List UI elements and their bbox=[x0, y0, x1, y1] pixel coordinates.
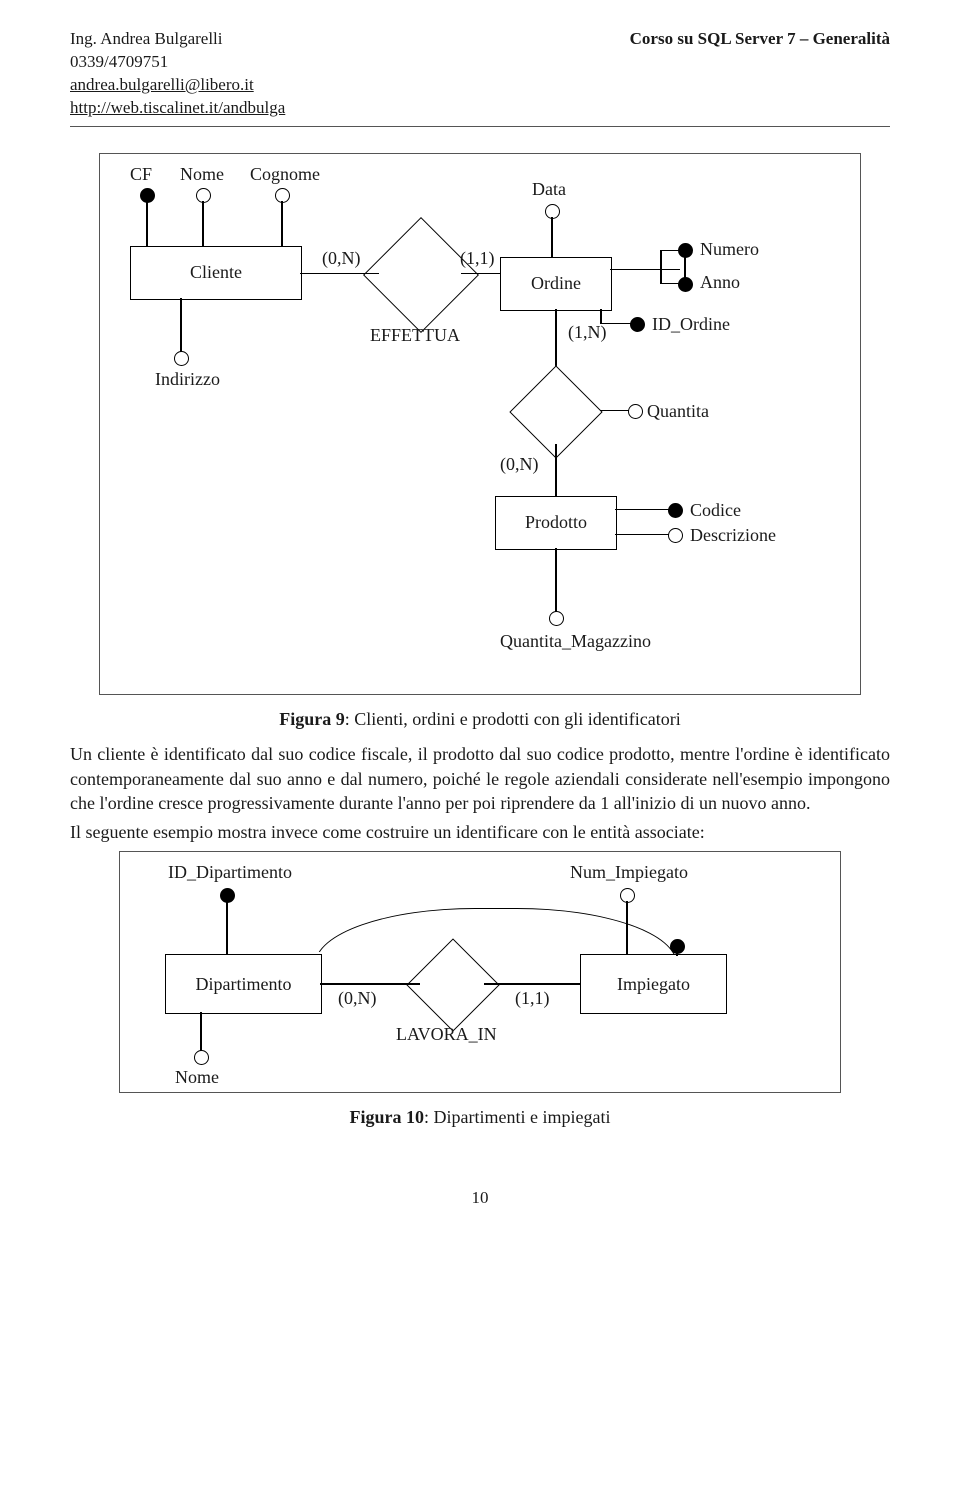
figure10-caption-text: : Dipartimenti e impiegati bbox=[424, 1107, 610, 1127]
figure10-caption-label: Figura 10 bbox=[350, 1107, 425, 1127]
figure10-caption: Figura 10: Dipartimenti e impiegati bbox=[70, 1107, 890, 1128]
attr-numimp-label: Num_Impiegato bbox=[570, 862, 688, 883]
attr-quantita-label: Quantita bbox=[647, 401, 709, 422]
card-right-lavora: (1,1) bbox=[515, 988, 550, 1009]
line bbox=[551, 217, 553, 257]
line bbox=[600, 309, 602, 324]
attr-cf-label: CF bbox=[130, 164, 152, 185]
attr-quantitamag-label: Quantita_Magazzino bbox=[500, 631, 651, 652]
page-header: Ing. Andrea Bulgarelli 0339/4709751 andr… bbox=[70, 28, 890, 120]
card-left-lavora: (0,N) bbox=[338, 988, 377, 1009]
attr-descrizione-dot-icon bbox=[668, 528, 683, 543]
attr-cognome-dot-icon bbox=[275, 188, 290, 203]
line bbox=[684, 256, 686, 270]
paragraph-1: Un cliente è identificato dal suo codice… bbox=[70, 742, 890, 816]
attr-indirizzo-dot-icon bbox=[174, 351, 189, 366]
line bbox=[461, 273, 500, 275]
line bbox=[600, 410, 630, 412]
attr-quantita-dot-icon bbox=[628, 404, 643, 419]
relationship-effettua-label: EFFETTUA bbox=[370, 325, 460, 346]
author-name: Ing. Andrea Bulgarelli bbox=[70, 28, 285, 51]
er-diagram-2: ID_Dipartimento Num_Impiegato Dipartimen… bbox=[119, 851, 841, 1093]
attr-descrizione-label: Descrizione bbox=[690, 525, 776, 546]
card-prod-rel: (0,N) bbox=[500, 454, 539, 475]
attr-numero-label: Numero bbox=[700, 239, 759, 260]
card-eff-ordine: (1,1) bbox=[460, 248, 495, 269]
identifier-arc-dot-icon bbox=[670, 939, 685, 954]
line bbox=[555, 444, 557, 496]
attr-idordine-label: ID_Ordine bbox=[652, 314, 730, 335]
author-phone: 0339/4709751 bbox=[70, 51, 285, 74]
attr-nome-dot-icon bbox=[196, 188, 211, 203]
entity-cliente-label: Cliente bbox=[190, 262, 242, 283]
relationship-effettua bbox=[363, 217, 479, 333]
entity-impiegato-label: Impiegato bbox=[617, 974, 690, 995]
line bbox=[615, 534, 670, 536]
attr-codice-dot-icon bbox=[668, 503, 683, 518]
entity-cliente: Cliente bbox=[130, 246, 302, 300]
line bbox=[484, 983, 580, 985]
entity-ordine: Ordine bbox=[500, 257, 612, 311]
attr-numero-dot-icon bbox=[678, 243, 693, 258]
er-diagram-1: CF Nome Cognome Data Cliente Ordine (0,N… bbox=[99, 153, 861, 695]
line bbox=[281, 201, 283, 246]
attr-codice-label: Codice bbox=[690, 500, 741, 521]
entity-prodotto-label: Prodotto bbox=[525, 512, 587, 533]
line bbox=[202, 201, 204, 246]
relationship-lavora-in-label: LAVORA_IN bbox=[396, 1024, 497, 1045]
line bbox=[660, 283, 680, 285]
attr-indirizzo-label: Indirizzo bbox=[155, 369, 220, 390]
page-number: 10 bbox=[70, 1188, 890, 1208]
line bbox=[300, 273, 379, 275]
line bbox=[600, 323, 632, 325]
attr-iddip-dot-icon bbox=[220, 888, 235, 903]
attr-data-dot-icon bbox=[545, 204, 560, 219]
attr-cognome-label: Cognome bbox=[250, 164, 320, 185]
attr-cf-dot-icon bbox=[140, 188, 155, 203]
entity-dipartimento: Dipartimento bbox=[165, 954, 322, 1014]
author-url[interactable]: http://web.tiscalinet.it/andbulga bbox=[70, 98, 285, 117]
entity-prodotto: Prodotto bbox=[495, 496, 617, 550]
attr-iddip-label: ID_Dipartimento bbox=[168, 862, 292, 883]
figure9-caption: Figura 9: Clienti, ordini e prodotti con… bbox=[70, 709, 890, 730]
attr-numimp-dot-icon bbox=[620, 888, 635, 903]
entity-ordine-label: Ordine bbox=[531, 273, 581, 294]
attr-nome2-dot-icon bbox=[194, 1050, 209, 1065]
line bbox=[610, 269, 680, 271]
author-email[interactable]: andrea.bulgarelli@libero.it bbox=[70, 75, 254, 94]
line bbox=[200, 1012, 202, 1052]
attr-nome2-label: Nome bbox=[175, 1067, 219, 1088]
attr-anno-dot-icon bbox=[678, 277, 693, 292]
line bbox=[555, 548, 557, 613]
line bbox=[146, 201, 148, 246]
attr-nome-label: Nome bbox=[180, 164, 224, 185]
entity-dipartimento-label: Dipartimento bbox=[196, 974, 292, 995]
card-ordine-prod: (1,N) bbox=[568, 322, 607, 343]
figure9-caption-text: : Clienti, ordini e prodotti con gli ide… bbox=[345, 709, 681, 729]
header-right: Corso su SQL Server 7 – Generalità bbox=[630, 28, 890, 120]
entity-impiegato: Impiegato bbox=[580, 954, 727, 1014]
line bbox=[615, 509, 670, 511]
line bbox=[684, 269, 686, 279]
paragraph-2: Il seguente esempio mostra invece come c… bbox=[70, 820, 890, 845]
figure9-caption-label: Figura 9 bbox=[279, 709, 345, 729]
header-divider bbox=[70, 126, 890, 127]
attr-idordine-dot-icon bbox=[630, 317, 645, 332]
line bbox=[180, 298, 182, 353]
line bbox=[660, 250, 680, 252]
attr-anno-label: Anno bbox=[700, 272, 740, 293]
line bbox=[660, 250, 662, 284]
line bbox=[676, 950, 678, 956]
attr-data-label: Data bbox=[532, 179, 566, 200]
line bbox=[226, 901, 228, 954]
attr-quantitamag-dot-icon bbox=[549, 611, 564, 626]
header-left: Ing. Andrea Bulgarelli 0339/4709751 andr… bbox=[70, 28, 285, 120]
card-cliente-eff: (0,N) bbox=[322, 248, 361, 269]
line bbox=[320, 983, 420, 985]
